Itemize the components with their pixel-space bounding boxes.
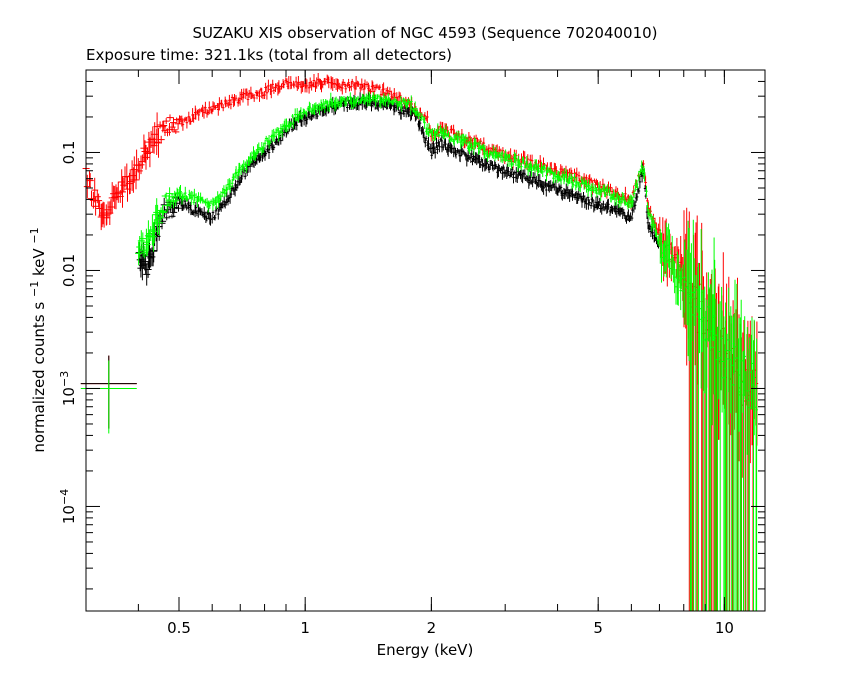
y-tick-label-exponent: −3 [58, 371, 71, 387]
y-axis-label-exp2: −1 [28, 227, 41, 243]
y-tick-label: 10−3 [58, 371, 78, 406]
y-axis-label-main: normalized counts s [30, 302, 48, 453]
y-tick-label-exponent: −4 [58, 489, 71, 505]
y-tick-label: 0.1 [60, 141, 78, 165]
chart-subtitle: Exposure time: 321.1ks (total from all d… [86, 46, 452, 64]
y-tick-label: 0.01 [60, 254, 78, 287]
series-layer [80, 73, 759, 611]
x-tick-label: 5 [593, 619, 603, 637]
x-tick-label: 1 [300, 619, 310, 637]
x-tick-label: 0.5 [167, 619, 191, 637]
y-axis-label-exp1: −1 [28, 281, 41, 297]
series-2 [80, 91, 758, 611]
x-tick-label: 10 [715, 619, 734, 637]
x-tick-label: 2 [427, 619, 437, 637]
series-1 [80, 92, 660, 429]
chart-title: SUZAKU XIS observation of NGC 4593 (Sequ… [192, 24, 657, 42]
series-0 [80, 73, 759, 611]
y-tick-label: 10−4 [58, 489, 78, 524]
y-tick-label-mantissa: 10 [60, 505, 78, 524]
y-axis-label: normalized counts s −1 keV −1 [24, 227, 48, 452]
x-axis-label: Energy (keV) [377, 641, 474, 659]
y-axis-label-unit: keV [30, 248, 48, 276]
plot-frame [85, 69, 766, 612]
y-tick-label-mantissa: 10 [60, 387, 78, 406]
